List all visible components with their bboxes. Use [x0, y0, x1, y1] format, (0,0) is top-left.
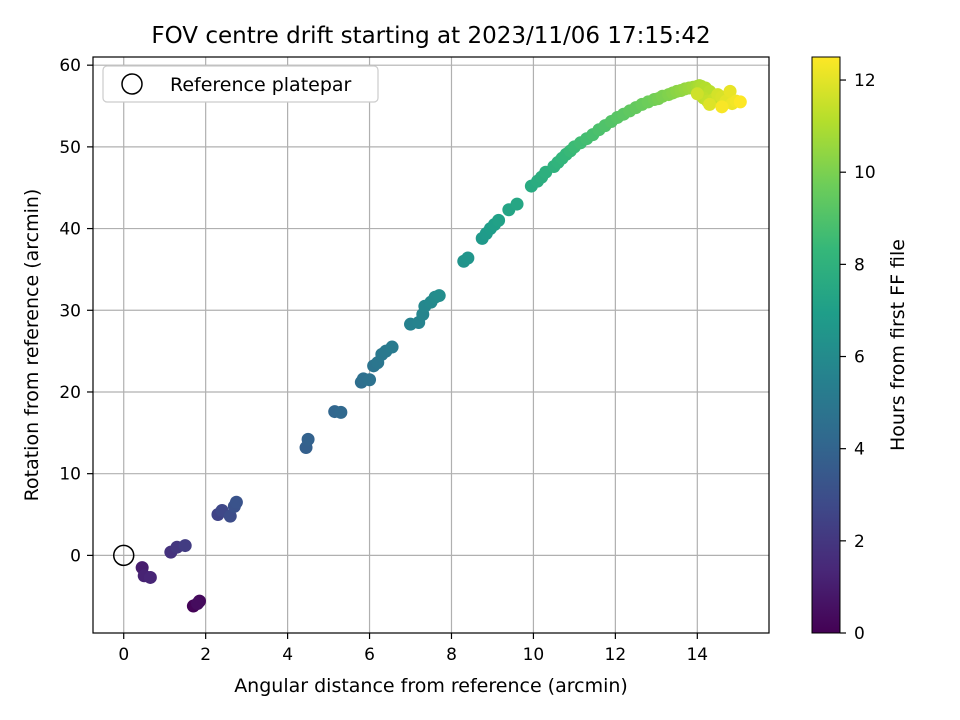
plot-frame — [92, 56, 770, 634]
y-tick-label: 20 — [59, 383, 81, 403]
data-point — [223, 509, 237, 523]
data-point — [723, 84, 737, 98]
data-point — [461, 251, 475, 265]
y-axis-label: Rotation from reference (arcmin) — [21, 189, 43, 502]
data-point — [334, 405, 348, 419]
x-tick-label: 8 — [446, 645, 457, 665]
colorbar-tick-label: 12 — [854, 71, 876, 91]
colorbar-gradient — [811, 56, 841, 634]
plot-background — [93, 57, 769, 633]
data-point — [432, 289, 446, 303]
colorbar-tick-label: 10 — [854, 163, 876, 183]
y-tick-label: 0 — [70, 546, 81, 566]
data-points — [135, 79, 747, 613]
x-tick-label: 0 — [118, 645, 129, 665]
data-point — [510, 197, 524, 211]
legend-box — [102, 65, 379, 103]
data-point — [690, 87, 704, 101]
x-tick-label: 12 — [605, 645, 627, 665]
colorbar-label: Hours from first FF file — [887, 239, 909, 451]
plot-area: 0 2 4 6 8 10 12 14 0 10 20 30 40 50 60 — [59, 56, 770, 665]
legend: Reference platepar — [102, 65, 379, 103]
data-point — [143, 570, 157, 584]
x-axis-label: Angular distance from reference (arcmin) — [234, 675, 628, 697]
colorbar-tick-label: 4 — [854, 440, 865, 460]
y-axis-ticks: 0 10 20 30 40 50 60 — [59, 56, 93, 566]
x-tick-label: 14 — [686, 645, 708, 665]
data-point — [229, 495, 243, 509]
x-axis-ticks: 0 2 4 6 8 10 12 14 — [118, 633, 708, 665]
reference-platepar-marker — [112, 544, 135, 567]
data-point — [715, 100, 729, 114]
colorbar: 0 2 4 6 8 10 12 Hours from first FF file — [811, 56, 909, 644]
colorbar-ticks: 0 2 4 6 8 10 12 — [840, 71, 876, 644]
data-point — [492, 213, 506, 227]
data-point — [703, 97, 717, 111]
y-tick-label: 40 — [59, 220, 81, 240]
colorbar-tick-label: 8 — [854, 255, 865, 275]
colorbar-tick-label: 2 — [854, 532, 865, 552]
y-tick-label: 50 — [59, 138, 81, 158]
chart-title: FOV centre drift starting at 2023/11/06 … — [151, 23, 710, 49]
y-tick-label: 10 — [59, 465, 81, 485]
y-tick-label: 30 — [59, 301, 81, 321]
data-point — [733, 95, 747, 109]
x-tick-label: 6 — [364, 645, 375, 665]
colorbar-tick-label: 0 — [854, 624, 865, 644]
grid-lines — [93, 57, 769, 633]
y-tick-label: 60 — [59, 56, 81, 76]
legend-entry-reference: Reference platepar — [170, 74, 352, 96]
x-tick-label: 2 — [200, 645, 211, 665]
colorbar-tick-label: 6 — [854, 348, 865, 368]
x-tick-label: 4 — [282, 645, 293, 665]
data-point — [363, 373, 377, 387]
legend-reference-marker — [121, 73, 143, 95]
data-point — [385, 340, 399, 354]
data-point — [190, 597, 204, 611]
x-tick-label: 10 — [523, 645, 545, 665]
data-point — [178, 539, 192, 553]
data-point — [301, 432, 315, 446]
